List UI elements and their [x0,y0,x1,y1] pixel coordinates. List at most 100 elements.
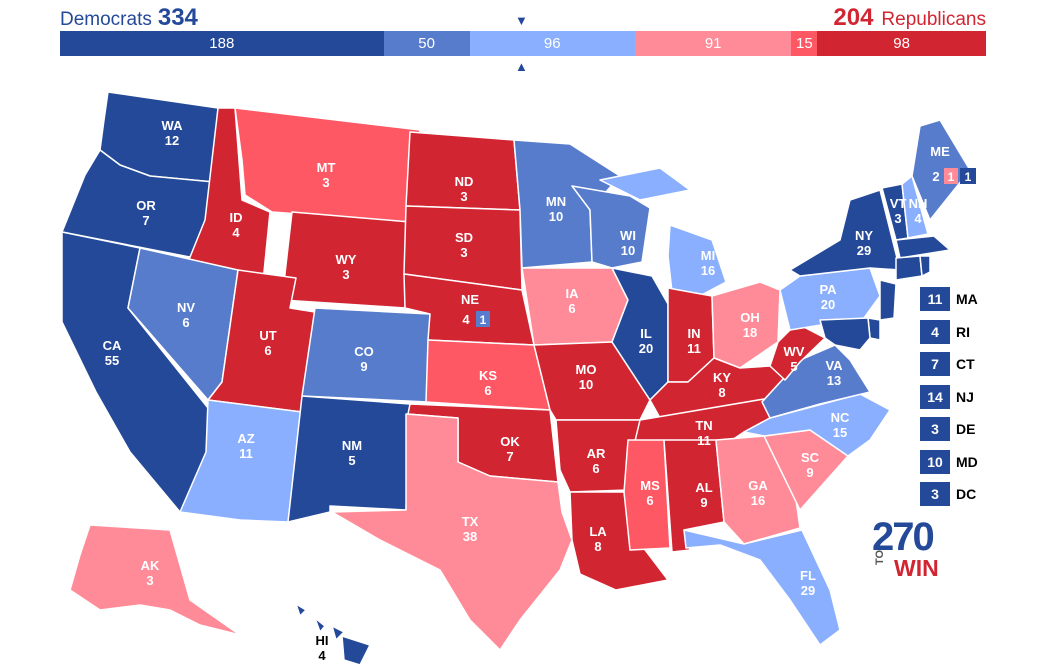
state-abbr-ky: KY [713,370,731,385]
state-ev-ga: 16 [751,493,765,508]
state-ev-wv: 5 [790,359,797,374]
state-ev-ks: 6 [484,383,491,398]
state-abbr-id: ID [230,210,243,225]
us-electoral-map: WA12OR7CA55ID4NV6MT3WY3UT6AZ11CO9NM5ND3S… [61,91,976,666]
state-abbr-me: ME [930,144,950,159]
header: Democrats 334 204 Republicans ▼ 188 50 96 91 1… [0,0,1050,80]
state-ev-vt: 3 [894,211,901,226]
bar-segment-6: 98 [817,31,986,56]
me-district-d-box[interactable] [960,168,976,184]
bar-segment-4: 91 [634,31,792,56]
state-ev-co: 9 [360,359,367,374]
state-nh[interactable] [901,175,929,239]
legend-row-ma[interactable]: 11 MA [920,287,1040,313]
state-md[interactable] [819,317,871,351]
legend-ev-box[interactable]: 14 [920,384,950,409]
state-abbr-mt: MT [317,160,336,175]
state-abbr-hi: HI [316,633,329,648]
state-nj[interactable] [879,279,897,321]
legend-row-de[interactable]: 3 DE [920,417,1040,443]
state-ev-al: 9 [700,495,707,510]
legend-ev-box[interactable]: 11 [920,287,950,311]
270towin-logo: 270 TO WIN [872,515,952,585]
state-ev-sc: 9 [806,465,813,480]
state-mt[interactable] [234,107,421,223]
state-abbr-vt: VT [890,196,907,211]
me-statewide-ev: 2 [932,169,939,184]
state-abbr-al: AL [695,480,712,495]
state-fl[interactable] [683,529,841,646]
state-ev-nc: 15 [833,425,847,440]
legend-row-md[interactable]: 10 MD [920,449,1040,476]
legend-ev-box[interactable]: 10 [920,449,950,474]
state-ev-fl: 29 [801,583,815,598]
ne-statewide-ev: 4 [462,312,470,327]
legend-state-abbr: CT [956,356,975,372]
state-ev-va: 13 [827,373,841,388]
state-abbr-co: CO [354,344,374,359]
state-ev-ca: 55 [105,353,119,368]
state-abbr-ms: MS [640,478,660,493]
state-abbr-ak: AK [141,558,160,573]
state-abbr-fl: FL [800,568,816,583]
state-ny[interactable] [789,189,901,277]
legend-ev-box[interactable]: 3 [920,417,950,441]
state-ev-mi: 16 [701,263,715,278]
state-abbr-la: LA [589,524,607,539]
state-abbr-ks: KS [479,368,497,383]
me-district-r-box[interactable] [944,168,958,184]
state-abbr-ut: UT [259,328,276,343]
midpoint-down-triangle-icon: ▼ [515,13,528,28]
state-ev-oh: 18 [743,325,757,340]
state-abbr-sc: SC [801,450,820,465]
state-ev-tn: 11 [697,433,711,448]
state-ct[interactable] [895,255,923,281]
legend-row-ct[interactable]: 7 CT [920,352,1040,378]
legend-state-abbr: RI [956,323,970,340]
state-abbr-wi: WI [620,228,636,243]
legend-row-dc[interactable]: 3 DC [920,482,1040,508]
democrats-label: Democrats [60,9,152,30]
state-wi[interactable] [571,185,651,269]
electoral-vote-bar: 188 50 96 91 15 98 [60,31,986,56]
state-ev-mo: 10 [579,377,593,392]
state-ri[interactable] [919,255,931,277]
state-ev-mn: 10 [549,209,563,224]
legend-state-abbr: MA [956,291,978,307]
state-ar[interactable] [555,419,641,493]
state-me[interactable] [911,119,971,221]
legend-ev-box[interactable]: 3 [920,482,950,506]
state-ev-nh: 4 [914,211,922,226]
state-ms[interactable] [623,439,671,551]
state-ak[interactable] [69,524,241,636]
legend-row-nj[interactable]: 14 NJ [920,384,1040,411]
logo-to: TO [874,549,886,565]
state-abbr-ar: AR [587,446,606,461]
state-ev-wy: 3 [342,267,349,282]
bar-segment-3: 96 [469,31,635,56]
republicans-tally: 204 Republicans [833,4,986,32]
state-abbr-nv: NV [177,300,195,315]
state-ev-mt: 3 [322,175,329,190]
state-tx[interactable] [331,413,573,651]
state-abbr-oh: OH [740,310,760,325]
state-ev-or: 7 [142,213,149,228]
legend-row-ri[interactable]: 4 RI [920,319,1040,346]
state-hi[interactable] [295,603,371,666]
state-abbr-mo: MO [576,362,597,377]
state-ev-az: 11 [239,446,253,461]
legend-ev-box[interactable]: 4 [920,319,950,344]
legend-state-abbr: DC [956,486,977,502]
ne-district-ev: 1 [480,313,487,327]
state-ma[interactable] [895,235,951,259]
state-ev-ut: 6 [264,343,271,358]
legend-ev-box[interactable]: 7 [920,352,950,376]
state-ev-nm: 5 [348,453,355,468]
bar-segment-1: 188 [60,31,384,56]
bar-segment-5: 15 [791,31,818,56]
state-abbr-wa: WA [162,118,184,133]
state-abbr-sd: SD [455,230,473,245]
ne-district-box[interactable] [476,311,490,327]
state-ev-ok: 7 [506,449,513,464]
state-abbr-mn: MN [546,194,566,209]
